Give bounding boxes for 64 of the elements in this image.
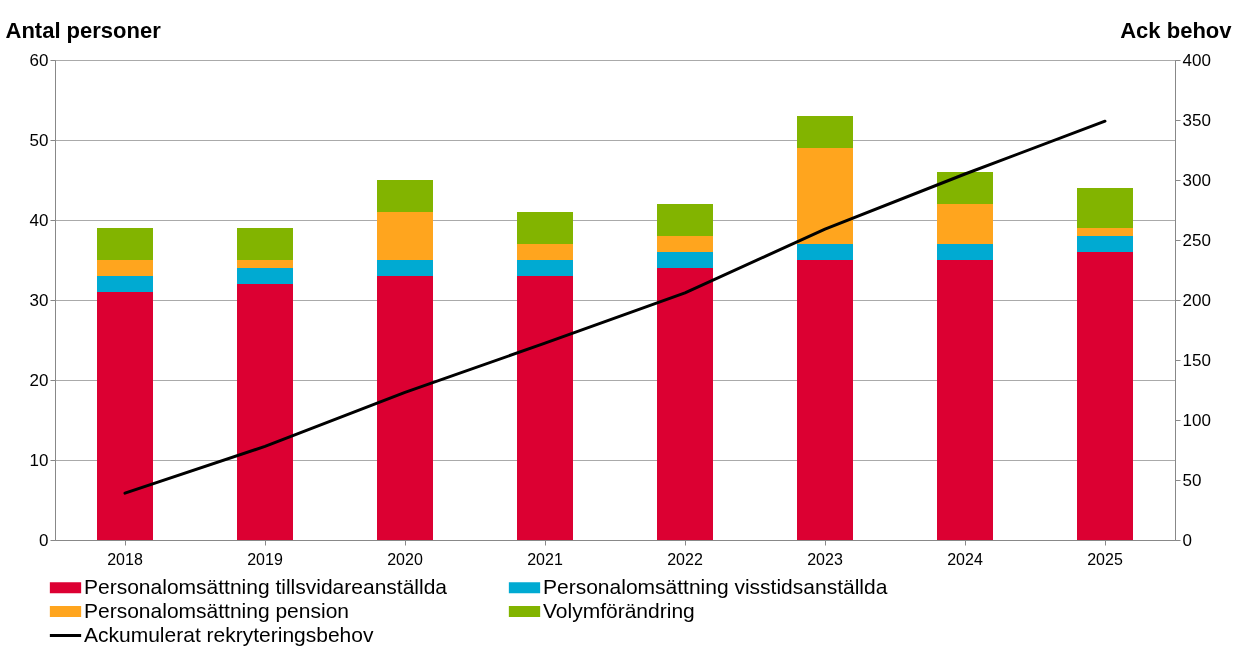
x-tick-label: 2021: [527, 550, 563, 568]
bar: [1077, 188, 1133, 228]
bar: [517, 276, 573, 540]
y2-tick-label: 50: [1182, 470, 1202, 490]
line-series: [123, 119, 1107, 495]
y2-tick-label: 350: [1182, 110, 1211, 130]
y2-tick-label: 250: [1182, 230, 1211, 250]
legend-label: Personalomsättning visstidsanställda: [543, 574, 888, 598]
bar: [377, 260, 433, 276]
y2-tick-label: 200: [1182, 290, 1211, 310]
bar: [237, 260, 293, 268]
x-tick-label: 2018: [107, 550, 143, 568]
bar: [517, 260, 573, 276]
legend-label: Personalomsättning pension: [84, 598, 350, 622]
y2-tick-label: 300: [1182, 170, 1211, 190]
y-tick-label: 10: [29, 450, 49, 470]
bar: [377, 180, 433, 212]
y-tick-label: 50: [29, 130, 49, 150]
bar: [937, 172, 993, 204]
legend-label: Volymförändring: [543, 598, 695, 622]
bar: [97, 260, 153, 276]
bar: [377, 212, 433, 260]
bar: [937, 204, 993, 244]
bar: [97, 276, 153, 292]
bar: [657, 204, 713, 236]
bar: [237, 268, 293, 284]
bar: [237, 228, 293, 260]
x-tick-label: 2024: [947, 550, 983, 568]
bar: [1077, 252, 1133, 540]
bar: [657, 252, 713, 268]
y-tick-label: 60: [29, 50, 49, 70]
y2-axis-title: Ack behov: [1120, 17, 1233, 43]
bar: [937, 244, 993, 260]
x-tick-label: 2023: [807, 550, 843, 568]
x-tick-label: 2020: [387, 550, 423, 568]
bar: [97, 228, 153, 260]
x-tick-label: 2019: [247, 550, 283, 568]
y-tick-label: 40: [29, 210, 49, 230]
x-tick-label: 2025: [1087, 550, 1123, 568]
bar: [797, 148, 853, 244]
bar: [377, 276, 433, 540]
bar: [797, 116, 853, 148]
legend-label: Ackumulerat rekryteringsbehov: [84, 622, 374, 646]
y-tick-label: 0: [39, 530, 49, 550]
bar: [517, 244, 573, 260]
y-tick-label: 20: [29, 370, 49, 390]
legend-label: Personalomsättning tillsvidareanställda: [84, 574, 448, 598]
y-tick-label: 30: [29, 290, 49, 310]
x-tick-label: 2022: [667, 550, 703, 568]
y2-tick-label: 100: [1182, 410, 1211, 430]
bar: [97, 292, 153, 540]
bar: [237, 284, 293, 540]
bar: [657, 268, 713, 540]
y-axis-title: Antal personer: [5, 17, 162, 43]
bar: [1077, 236, 1133, 252]
bar: [1077, 228, 1133, 236]
y2-tick-label: 0: [1182, 530, 1192, 550]
bar: [797, 244, 853, 260]
bar: [517, 212, 573, 244]
y2-tick-label: 400: [1182, 50, 1211, 70]
y2-tick-label: 150: [1182, 350, 1211, 370]
bar: [937, 260, 993, 540]
bar: [657, 236, 713, 252]
bar: [797, 260, 853, 540]
